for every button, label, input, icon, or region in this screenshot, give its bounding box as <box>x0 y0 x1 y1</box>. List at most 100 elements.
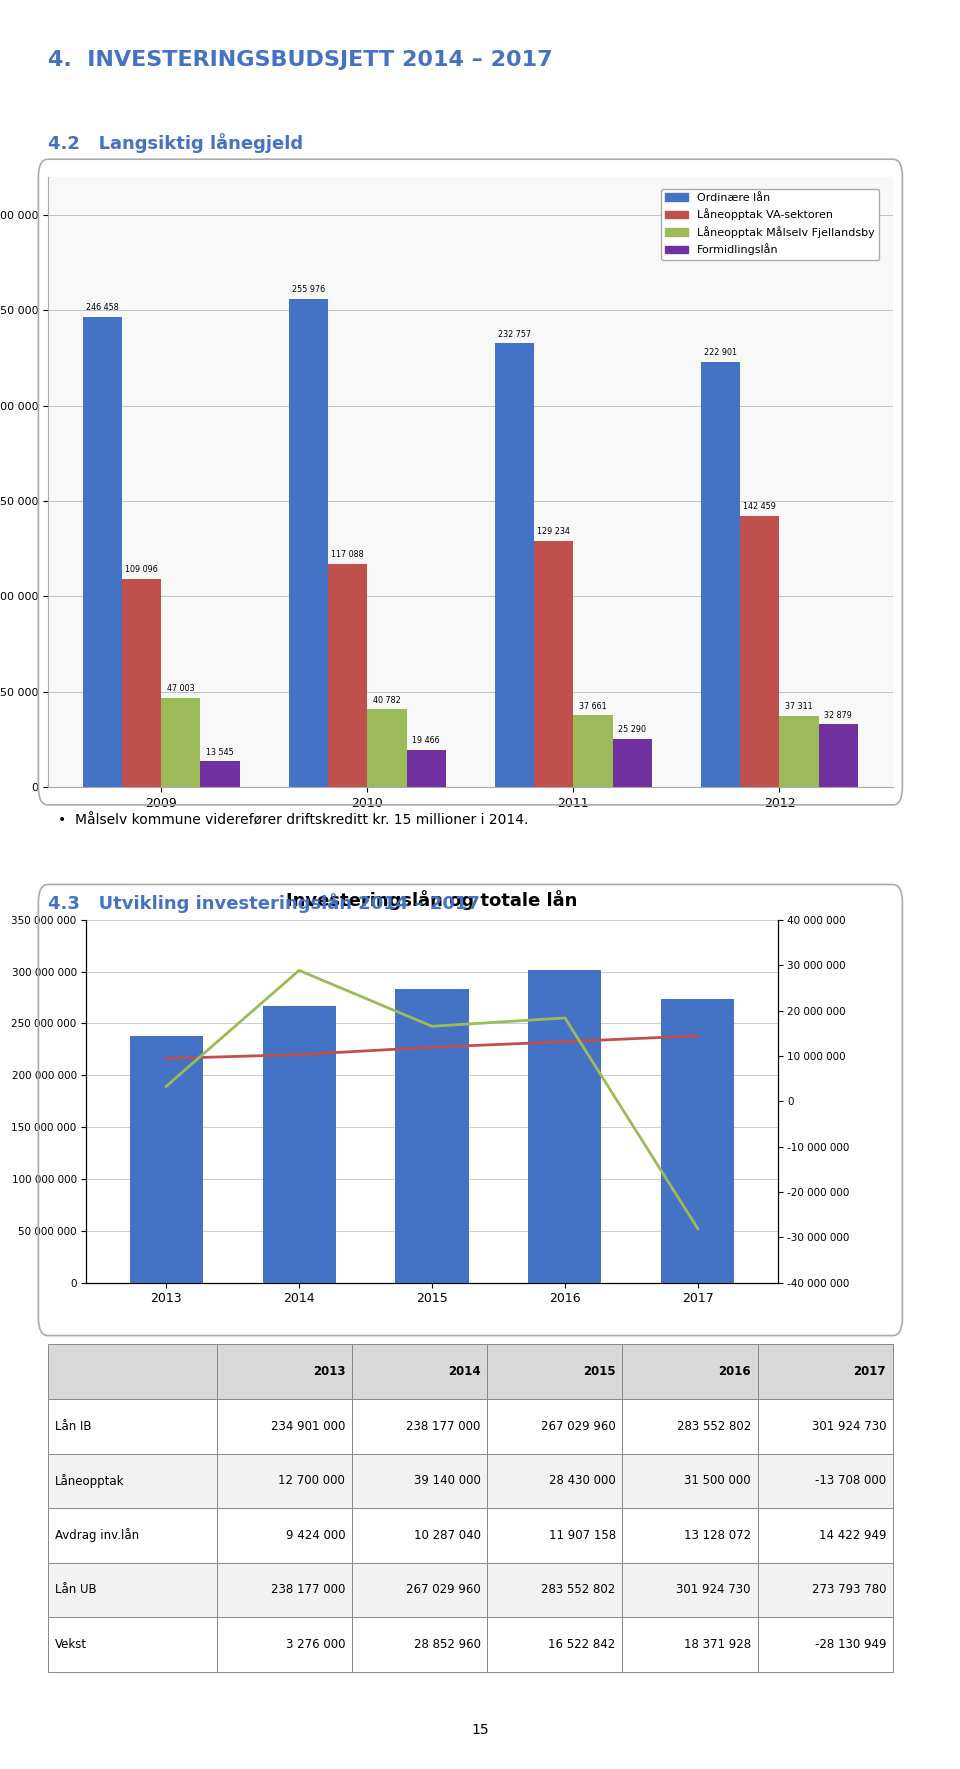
Bar <box>352 1454 488 1507</box>
Text: 15: 15 <box>471 1723 489 1737</box>
Bar <box>661 999 734 1283</box>
Text: 234 901 000: 234 901 000 <box>271 1421 346 1433</box>
Text: 47 003: 47 003 <box>167 685 195 693</box>
Bar <box>757 1562 893 1617</box>
Text: 267 029 960: 267 029 960 <box>540 1421 615 1433</box>
Avdrag inv.lån <box>160 1047 172 1068</box>
Text: 25 290: 25 290 <box>618 725 646 734</box>
Bar <box>622 1454 757 1507</box>
Bar <box>701 363 740 787</box>
Text: 11 907 158: 11 907 158 <box>548 1528 615 1543</box>
Text: Avdrag inv.lån: Avdrag inv.lån <box>55 1528 139 1543</box>
Text: 109 096: 109 096 <box>126 566 158 575</box>
Bar <box>352 1399 488 1454</box>
Text: Låneopptak: Låneopptak <box>55 1474 124 1488</box>
Title: Investeringslån og totale lån: Investeringslån og totale lån <box>286 890 578 909</box>
Vekst <box>559 1007 570 1028</box>
Text: 2013: 2013 <box>313 1366 346 1378</box>
Bar <box>612 739 652 787</box>
Avdrag inv.lån <box>692 1026 704 1047</box>
Text: 16 522 842: 16 522 842 <box>548 1638 615 1650</box>
Text: 267 029 960: 267 029 960 <box>406 1583 481 1596</box>
Bar <box>406 750 445 787</box>
Avdrag inv.lån <box>294 1044 305 1065</box>
Text: 2017: 2017 <box>853 1366 886 1378</box>
Text: 40 782: 40 782 <box>373 695 401 704</box>
Text: 39 140 000: 39 140 000 <box>414 1474 481 1488</box>
Bar <box>48 1562 217 1617</box>
Line: Avdrag inv.lån: Avdrag inv.lån <box>166 1037 698 1058</box>
Bar <box>622 1507 757 1562</box>
Bar <box>328 564 368 787</box>
Bar <box>161 697 201 787</box>
Bar <box>488 1454 622 1507</box>
Text: 4.2   Langsiktig lånegjeld: 4.2 Langsiktig lånegjeld <box>48 133 303 152</box>
Text: 37 311: 37 311 <box>785 702 813 711</box>
Bar <box>217 1507 352 1562</box>
Text: 283 552 802: 283 552 802 <box>677 1421 751 1433</box>
Text: 222 901: 222 901 <box>705 348 737 357</box>
Bar <box>289 299 328 787</box>
Text: 2015: 2015 <box>583 1366 615 1378</box>
Bar <box>535 541 573 787</box>
Bar <box>130 1035 203 1283</box>
Bar <box>48 1617 217 1672</box>
Text: 14 422 949: 14 422 949 <box>819 1528 886 1543</box>
Text: 9 424 000: 9 424 000 <box>286 1528 346 1543</box>
Bar <box>122 578 161 787</box>
Text: 238 177 000: 238 177 000 <box>271 1583 346 1596</box>
Bar <box>573 715 612 787</box>
Legend: Ordinære lån, Låneopptak VA-sektoren, Låneopptak Målselv Fjellandsby, Formidling: Ordinære lån, Låneopptak VA-sektoren, Lå… <box>661 189 878 260</box>
Text: 2016: 2016 <box>718 1366 751 1378</box>
Text: 13 545: 13 545 <box>206 748 234 757</box>
Bar <box>622 1617 757 1672</box>
Bar <box>48 1507 217 1562</box>
Bar <box>488 1399 622 1454</box>
Bar <box>48 1344 217 1399</box>
Bar <box>352 1344 488 1399</box>
Bar <box>352 1617 488 1672</box>
Bar <box>217 1454 352 1507</box>
Text: 273 793 780: 273 793 780 <box>811 1583 886 1596</box>
Text: 18 371 928: 18 371 928 <box>684 1638 751 1650</box>
Text: 2014: 2014 <box>448 1366 481 1378</box>
Bar <box>622 1562 757 1617</box>
Vekst <box>426 1015 438 1037</box>
Bar <box>622 1344 757 1399</box>
Bar <box>488 1344 622 1399</box>
Text: 13 128 072: 13 128 072 <box>684 1528 751 1543</box>
Text: 238 177 000: 238 177 000 <box>406 1421 481 1433</box>
Text: 301 924 730: 301 924 730 <box>677 1583 751 1596</box>
Text: 4.  INVESTERINGSBUDSJETT 2014 – 2017: 4. INVESTERINGSBUDSJETT 2014 – 2017 <box>48 50 553 69</box>
Bar <box>528 969 602 1283</box>
Bar <box>352 1507 488 1562</box>
Bar <box>48 1454 217 1507</box>
Text: 10 287 040: 10 287 040 <box>414 1528 481 1543</box>
Bar <box>201 761 240 787</box>
Bar <box>262 1007 336 1283</box>
Text: 232 757: 232 757 <box>498 329 531 338</box>
Text: •  Målselv kommune viderefører driftskreditt kr. 15 millioner i 2014.: • Målselv kommune viderefører driftskred… <box>58 814 528 828</box>
Line: Vekst: Vekst <box>166 971 698 1229</box>
Bar <box>368 709 406 787</box>
Text: 283 552 802: 283 552 802 <box>541 1583 615 1596</box>
Bar <box>396 989 468 1283</box>
Text: 129 234: 129 234 <box>538 527 570 536</box>
Bar <box>217 1617 352 1672</box>
Avdrag inv.lån <box>426 1037 438 1058</box>
Bar <box>819 725 858 787</box>
Bar <box>622 1399 757 1454</box>
Bar <box>488 1562 622 1617</box>
Text: 31 500 000: 31 500 000 <box>684 1474 751 1488</box>
Bar <box>83 317 122 787</box>
Text: 12 700 000: 12 700 000 <box>278 1474 346 1488</box>
Bar <box>780 716 819 787</box>
Text: 117 088: 117 088 <box>331 550 364 559</box>
Bar <box>217 1562 352 1617</box>
Text: Lån IB: Lån IB <box>55 1421 91 1433</box>
Bar <box>488 1617 622 1672</box>
Text: 28 852 960: 28 852 960 <box>414 1638 481 1650</box>
Text: Vekst: Vekst <box>55 1638 87 1650</box>
Text: 301 924 730: 301 924 730 <box>811 1421 886 1433</box>
Vekst <box>160 1076 172 1097</box>
